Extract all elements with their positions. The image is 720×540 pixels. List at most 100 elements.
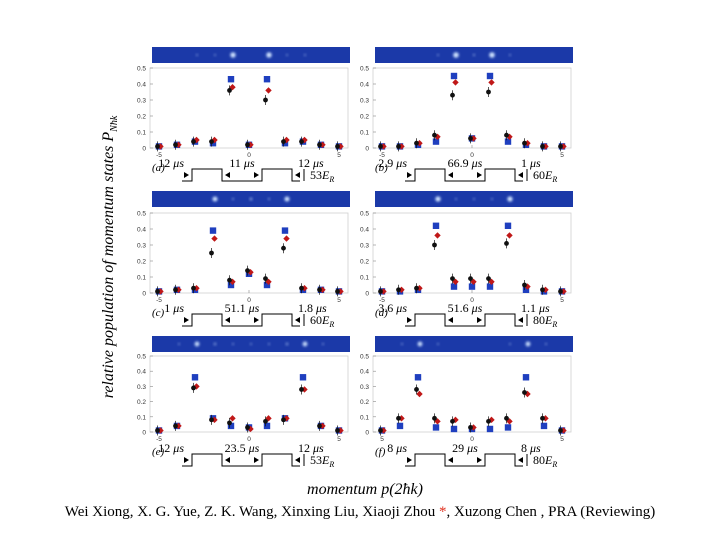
simulation-a-point [416,390,423,398]
pulse-arrows [184,317,300,323]
x-tick-label: -5 [156,297,162,304]
panel-c: 0 0.1 0.2 0.3 0.4 0.5 -5 0 5 (c) 1 μs 51.1 μs 1.8 μs… [137,191,350,329]
atom-spot [544,342,548,346]
atom-spot [213,342,217,346]
y-tick-label: 0.2 [360,114,369,121]
atom-spot [231,197,235,201]
y-tick-label: 0.2 [137,399,146,406]
simulation-a-point [229,84,236,91]
x-tick-label: 0 [470,436,474,443]
experiment-point [504,222,512,229]
experiment-point [191,374,199,381]
atom-spot [195,53,199,57]
simulation-a-point [265,87,272,94]
pulse-duration-1: 2.9 μs [378,156,407,170]
y-tick-label: 0.3 [360,384,369,391]
x-tick-label: 5 [337,152,341,159]
simulation-a-point [434,232,441,239]
footer-journal: , Xuzong Chen , PRA (Reviewing) [446,504,656,520]
experiment-point [468,283,476,290]
simulation-a-point [488,79,495,86]
panel-a: 00.10.20.30.40.5-5 0 5(a)12 μs 11 μs 12 μs53… [137,47,350,184]
atom-spot [302,341,308,347]
y-tick-label: 0.2 [360,259,369,266]
atom-spot [266,52,272,58]
panel-d: 0 0.1 0.2 0.3 0.4 0.5 -5 0 5 (d)3.6 μs 51.6 μs 1.1 … [360,191,573,329]
y-tick-label: 0.3 [137,243,146,250]
x-tick-label: -5 [156,436,162,443]
simulation-a-point [193,136,200,144]
experiment-point [540,422,548,430]
pulse-duration-2: 29 μs [452,441,478,455]
x-tick-label: 0 [470,152,474,159]
atom-spot [436,342,440,346]
y-tick-label: 0.1 [360,275,369,282]
y-tick-label: 0.1 [360,414,369,421]
y-tick-label: 0 [142,146,146,153]
atom-spot [213,53,217,57]
y-tick-label: 0.1 [137,130,146,137]
experiment-point [227,281,235,289]
experiment-point [504,424,512,431]
y-tick-label: 0.5 [360,211,369,218]
atom-spot [284,196,290,202]
y-tick-label: 0 [365,291,369,298]
panel-e: 00.10.20.30.40.5-5 0 5(e)12 μs 23.5 μs 12 μs… [137,336,350,469]
pulse-sequence-line [405,168,523,182]
pulse-sequence-line [405,313,523,327]
y-tick-label: 0 [365,146,369,153]
experiment-point [450,72,458,80]
y-tick-label: 0.5 [360,66,369,73]
pulse-duration-1: 8 μs [387,441,407,455]
experiment-point [450,283,458,290]
y-tick-label: 0.1 [360,130,369,137]
pulse-duration-3: 1 μs [521,156,541,170]
pulse-arrows [407,457,523,463]
panel-letter: (d) [375,307,388,319]
pulse-sequence-line [182,168,300,182]
pulse-sequence-line [405,453,523,467]
experiment-point [263,76,271,83]
experiment-point [486,72,494,80]
y-tick-label: 0 [365,430,369,437]
lattice-depth: 60ER [533,168,557,184]
atom-spot [212,196,218,202]
pulse-duration-2: 23.5 μs [225,441,260,455]
pulse-duration-3: 1.8 μs [298,301,327,315]
y-tick-label: 0.4 [137,227,146,234]
atom-spot [454,197,458,201]
lattice-depth: 80ER [533,313,557,329]
y-tick-label: 0.4 [137,82,146,89]
y-tick-label: 0.4 [360,369,369,376]
y-tick-label: 0 [142,291,146,298]
atom-spot [321,342,325,346]
experiment-point [522,374,530,381]
atom-spot [472,197,476,201]
pulse-sequence-line [182,453,300,467]
pulse-duration-2: 11 μs [229,156,255,170]
atom-spot [303,53,307,57]
simulation-a-point [247,269,254,276]
x-tick-label: 5 [560,436,564,443]
atom-spot [453,52,459,58]
atom-spot [489,52,495,58]
pulse-arrows [184,172,300,178]
x-tick-label: 5 [560,152,564,159]
atom-spot [249,197,253,201]
simulation-a-point [301,136,308,144]
y-tick-label: 0 [142,430,146,437]
y-tick-label: 0.4 [360,82,369,89]
x-tick-label: 0 [470,297,474,304]
y-tick-label: 0.3 [137,98,146,105]
atom-spot [231,342,235,346]
experiment-point [432,424,440,431]
plot-frame [149,212,349,294]
pulse-duration-1: 12 μs [158,156,184,170]
panel-letter: (a) [152,162,165,174]
experiment-point [486,425,494,433]
y-tick-label: 0.5 [137,66,146,73]
experiment-point [504,138,512,145]
experiment-point [299,374,307,381]
